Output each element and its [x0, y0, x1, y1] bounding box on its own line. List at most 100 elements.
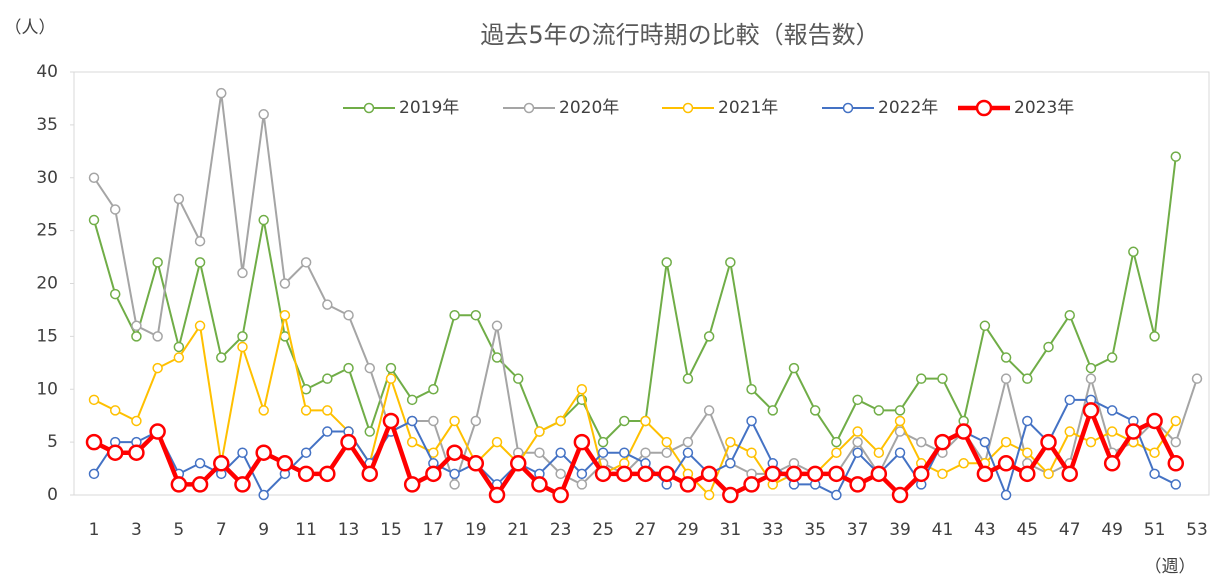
point — [194, 257, 206, 268]
point — [682, 373, 694, 384]
point — [661, 257, 672, 268]
point — [88, 468, 100, 480]
x-tick-label: 37 — [847, 520, 869, 540]
point — [531, 476, 548, 493]
point — [343, 362, 354, 374]
point — [173, 352, 185, 363]
point — [640, 415, 651, 427]
point — [237, 331, 248, 342]
point — [1191, 373, 1203, 384]
legend-marker — [363, 102, 375, 114]
series-line — [92, 408, 1178, 498]
point — [870, 465, 888, 483]
x-tick-label: 3 — [131, 520, 142, 540]
point — [852, 394, 863, 406]
point — [594, 465, 612, 483]
point — [170, 476, 188, 493]
point — [1085, 436, 1097, 448]
point — [619, 415, 630, 427]
y-tick-label: 10 — [36, 379, 58, 399]
point — [131, 415, 142, 427]
point — [1022, 447, 1033, 458]
point — [597, 447, 609, 458]
point — [106, 444, 124, 461]
point — [1022, 373, 1033, 384]
point — [385, 373, 397, 384]
point — [1146, 412, 1163, 430]
x-tick-label: 1 — [89, 520, 100, 540]
point — [767, 405, 779, 416]
x-tick-label: 13 — [338, 520, 360, 540]
point — [785, 465, 803, 483]
point — [725, 458, 736, 469]
point — [894, 415, 906, 427]
point — [1064, 426, 1075, 437]
point — [340, 433, 357, 451]
point — [555, 415, 566, 427]
point — [1043, 341, 1054, 353]
point — [913, 465, 930, 483]
point — [1170, 151, 1182, 162]
point — [725, 436, 736, 448]
point — [746, 384, 757, 395]
legend-marker — [842, 102, 854, 114]
point — [385, 362, 397, 374]
y-axis-label: （人） — [5, 18, 56, 38]
y-tick-label: 25 — [36, 221, 58, 241]
point — [470, 309, 482, 321]
point — [700, 465, 718, 483]
point — [891, 486, 909, 504]
point — [831, 436, 842, 448]
point — [1170, 415, 1182, 427]
point — [234, 476, 251, 493]
x-tick-label: 25 — [592, 520, 614, 540]
point — [1128, 246, 1139, 258]
legend-marker — [975, 99, 993, 117]
point — [322, 426, 333, 437]
point — [300, 447, 312, 458]
point — [534, 447, 545, 458]
series-line — [93, 156, 1177, 444]
point — [109, 288, 121, 300]
point — [1149, 468, 1160, 480]
point — [852, 447, 863, 458]
series-line — [93, 314, 1177, 496]
point — [1000, 436, 1012, 448]
point — [1064, 394, 1075, 406]
point — [449, 309, 460, 321]
point — [976, 465, 994, 483]
x-tick-label: 15 — [380, 520, 402, 540]
x-tick-label: 45 — [1016, 520, 1038, 540]
point — [1103, 455, 1121, 472]
point — [512, 373, 524, 384]
legend-marker — [523, 102, 535, 114]
point — [616, 465, 633, 483]
point — [873, 447, 885, 458]
point — [1000, 352, 1012, 363]
point — [300, 257, 312, 268]
point — [555, 468, 566, 480]
point — [703, 489, 715, 501]
x-tick-label: 27 — [635, 520, 657, 540]
point — [300, 405, 312, 416]
point — [640, 447, 651, 458]
point — [725, 257, 736, 268]
x-tick-label: 7 — [216, 520, 227, 540]
point — [682, 447, 694, 458]
x-tick-label: 49 — [1101, 520, 1123, 540]
series-line — [93, 398, 1177, 496]
point — [467, 455, 485, 472]
point — [1106, 426, 1118, 437]
point — [764, 465, 782, 483]
point — [1167, 455, 1185, 472]
y-tick-label: 40 — [36, 62, 58, 82]
x-tick-label: 41 — [932, 520, 954, 540]
x-axis-label: （週） — [1145, 557, 1196, 577]
point — [258, 214, 269, 226]
point — [1170, 479, 1182, 490]
point — [428, 415, 439, 427]
point — [937, 468, 948, 480]
point — [703, 405, 715, 416]
point — [576, 384, 588, 395]
point — [152, 331, 163, 342]
